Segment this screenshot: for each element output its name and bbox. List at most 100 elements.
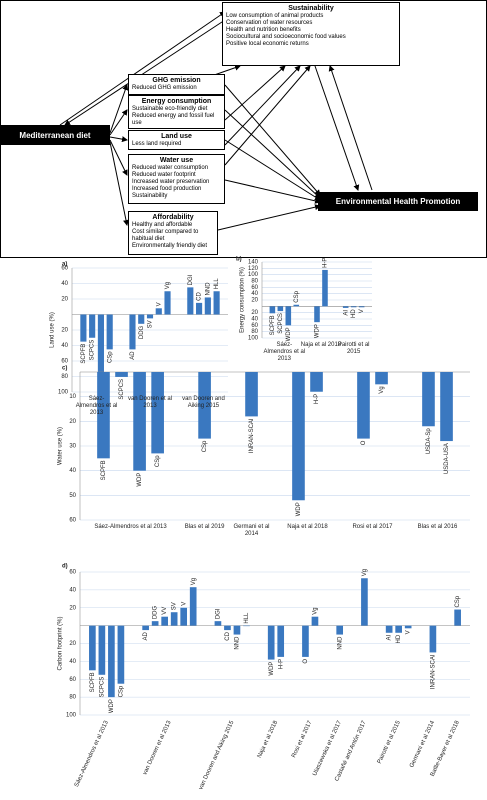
bar [358,306,365,308]
group-label: van Dooren et al 2013 [127,396,172,409]
target-node: Environmental Health Promotion [318,192,478,211]
bar-label: SV [172,602,178,610]
bar [89,314,96,338]
group-label: Germani et al 2014 [233,524,270,537]
bar [269,306,276,314]
group-label: Sáez-Almendros et al 2013 [74,719,110,788]
bar [311,616,319,626]
bar [138,314,145,324]
panel-label: c) [62,366,67,372]
group-label: Naja et al 2018 [300,342,342,348]
y-tick-label: 40 [61,343,68,349]
bar [440,372,453,442]
bar-label: Vg [362,569,368,576]
y-tick-label: 140 [248,260,259,266]
y-tick-label: 60 [69,518,76,524]
group-label: Batlle-Bayer et al 2018 [430,719,461,777]
bar-label: SCPCS [99,677,105,698]
group-label: Blas et al 2016 [417,524,458,530]
bar-label: H-P [278,659,284,669]
node-item: Environmentally friendly diet [132,243,208,249]
bar [213,291,220,315]
panel-label: a) [62,262,67,268]
node-item: Reduced water consumption [132,165,209,171]
node-item: Increased food production [132,186,202,192]
bar-label: NND [235,636,241,650]
bar-label: V [181,602,187,606]
bar-label: HLL [214,278,220,290]
bar [350,306,357,308]
y-tick-label: 40 [69,587,76,593]
bar [224,625,231,631]
node-item: Sustainability [132,193,168,199]
y-tick-label: 100 [58,390,69,396]
group-label: Ulaszewska et al 2017 [312,719,343,777]
bar-label: VV [162,607,168,615]
node-title: Energy consumption [141,98,212,105]
bar-label: V [406,630,412,634]
y-tick-label: 20 [69,641,76,647]
bar-label: Vg [165,282,171,289]
bar-label: HD [396,634,402,643]
bar-label: AI [387,634,393,640]
bar [395,625,402,633]
bar [277,306,284,312]
group-label: Naja et al 2018 [287,524,328,530]
bar-label: WDP [109,699,115,713]
y-tick-label: 120 [248,266,259,272]
bar-label: HLL [244,612,250,624]
bar [106,314,113,350]
bar-label: INRAN-SCAI [249,418,255,453]
y-tick-label: 60 [61,266,68,272]
y-tick-label: 20 [69,605,76,611]
bar [292,372,305,501]
node-title: Land use [161,133,192,140]
bar [204,297,211,315]
bar [342,306,349,308]
bar [267,625,275,660]
bar [429,625,437,653]
bar [322,269,328,307]
bar-label: SCPCS [278,313,284,334]
group-label: Rosi et al 2017 [352,524,393,530]
bar-label: Vg [379,386,385,393]
bar-label: SV [148,320,154,328]
group-label: Germani et al 2014 [409,719,436,768]
bar-label: CSp [455,595,461,607]
y-tick-label: 40 [251,291,258,297]
node-item: Reduced GHG emission [132,85,197,91]
bar-label: Vg [313,607,319,614]
bar [357,372,370,439]
bar-label: NND [337,636,343,650]
bar [108,625,115,698]
bar [361,578,368,626]
bar [189,587,197,626]
bar [385,625,393,633]
bar [97,372,110,459]
y-tick-label: 60 [69,570,76,576]
bar [151,621,159,626]
y-tick-label: 10 [69,394,76,400]
bar-label: SCPFB [90,672,96,692]
bar-label: NND [205,282,211,296]
y-tick-label: 20 [251,310,258,316]
bar-label: DGI [216,608,222,619]
bar [180,607,188,626]
bar-label: AD [143,631,149,640]
bar-label: SCPFB [81,344,87,364]
node-box: GHG emission Reduced GHG emission [128,74,225,95]
y-axis-label: Energy consumption (%) [240,267,246,333]
bar [214,621,222,626]
bar [187,287,194,315]
y-tick-label: 60 [251,323,258,329]
y-axis-label: Water use (%) [58,427,64,465]
bar-label: INRAN-SCAI [430,654,436,689]
y-tick-label: 20 [251,298,258,304]
bar-label: SCPFB [270,315,276,335]
bar [314,306,320,323]
node-item: Sustainable eco-friendly diet [132,106,208,112]
bar [161,616,168,626]
bar [404,625,412,629]
